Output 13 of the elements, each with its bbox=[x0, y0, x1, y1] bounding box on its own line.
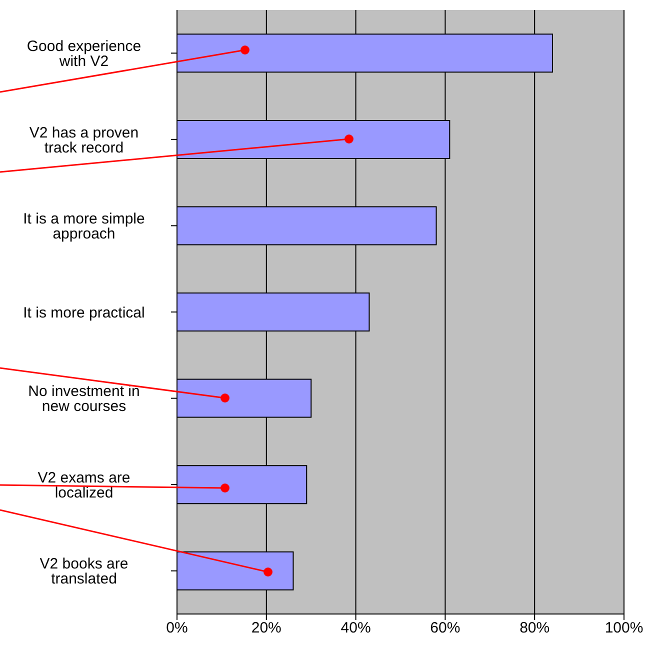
x-tick-label: 0% bbox=[166, 620, 188, 637]
y-tick-label: V2 has a proven track record bbox=[29, 124, 139, 156]
y-tick-label: It is more practical bbox=[23, 304, 145, 322]
y-tick-label: Good experience with V2 bbox=[26, 38, 142, 70]
x-tick-label: 60% bbox=[430, 620, 460, 637]
y-tick-label: It is a more simple approach bbox=[23, 210, 145, 243]
x-tick-label: 40% bbox=[340, 620, 371, 637]
x-tick-label: 20% bbox=[251, 620, 282, 637]
x-tick-label: 100% bbox=[604, 620, 644, 637]
y-tick-label: No investment in new courses bbox=[28, 383, 140, 416]
x-tick-label: 80% bbox=[520, 620, 550, 637]
y-tick-label: V2 exams are localized bbox=[38, 469, 130, 502]
y-tick-label: V2 books are translated bbox=[40, 556, 128, 588]
